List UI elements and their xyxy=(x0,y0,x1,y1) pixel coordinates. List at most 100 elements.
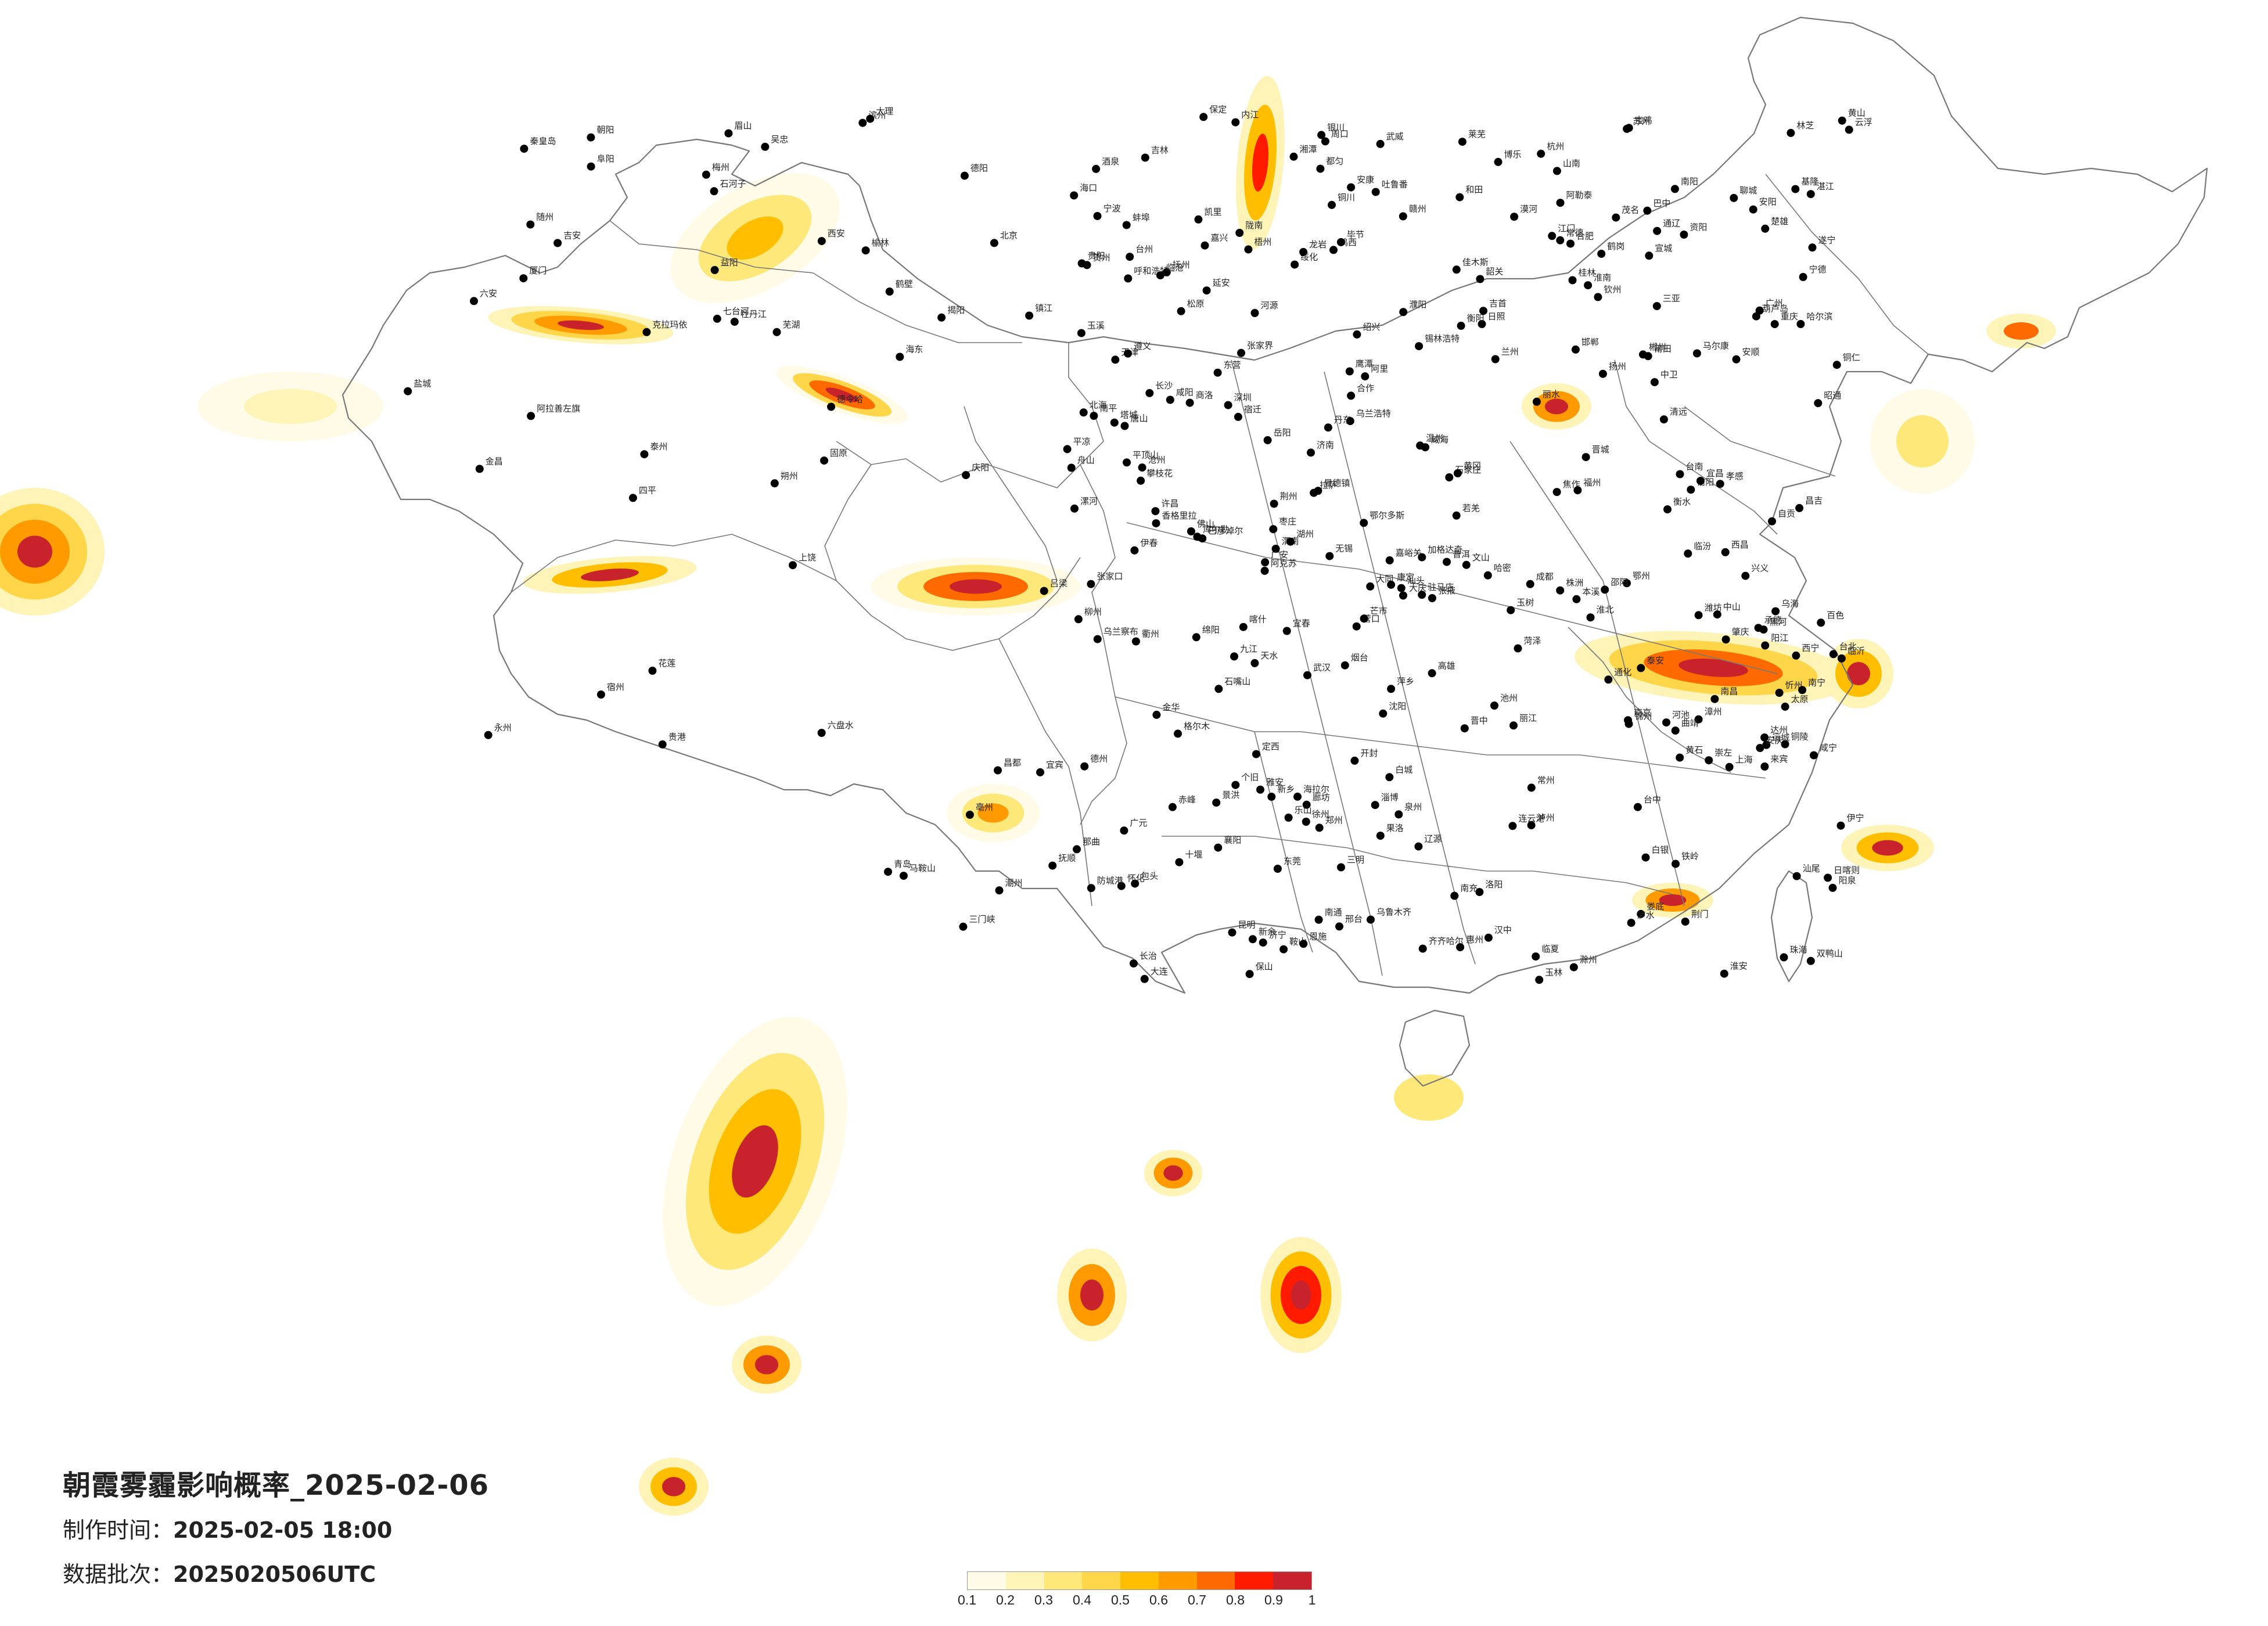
heat-blob xyxy=(1252,134,1268,192)
city-marker: 郑州 xyxy=(1315,815,1343,832)
city-dot xyxy=(527,412,535,420)
city-dot xyxy=(1314,915,1323,924)
city-label: 娄底 xyxy=(1647,901,1664,912)
city-label: 张掖 xyxy=(1438,585,1455,596)
city-dot xyxy=(1138,463,1146,472)
city-marker: 肇庆 xyxy=(1721,627,1749,644)
city-marker: 三亚 xyxy=(1652,293,1680,311)
city-dot xyxy=(1141,153,1149,162)
city-marker: 荆州 xyxy=(1270,491,1297,508)
city-dot xyxy=(1672,859,1680,868)
city-marker: 山南 xyxy=(1552,158,1580,175)
city-dot xyxy=(1537,149,1545,158)
city-dot xyxy=(1491,355,1500,364)
city-label: 玉林 xyxy=(1545,967,1562,977)
city-label: 珠海 xyxy=(1790,945,1807,955)
city-label: 临汾 xyxy=(1694,541,1711,551)
city-dot xyxy=(713,314,721,323)
city-dot xyxy=(1627,919,1636,927)
city-dot xyxy=(1796,320,1805,328)
city-dot xyxy=(1213,368,1222,377)
city-label: 库尔勒 xyxy=(1203,524,1229,534)
city-marker: 株洲 xyxy=(1556,578,1583,595)
city-dot xyxy=(1597,250,1606,258)
city-dot xyxy=(1252,750,1260,758)
city-label: 德州 xyxy=(1090,754,1108,764)
city-marker: 毕节 xyxy=(1336,229,1364,246)
city-marker: 长治 xyxy=(1129,951,1157,968)
city-dot xyxy=(1572,595,1581,603)
city-marker: 淮北 xyxy=(1586,605,1614,622)
city-label: 淄博 xyxy=(1381,792,1399,803)
city-dot xyxy=(1662,718,1670,727)
city-label: 铜仁 xyxy=(1843,352,1860,362)
city-dot xyxy=(710,266,719,274)
city-marker: 湛江 xyxy=(1806,181,1834,199)
city-label: 铜陵 xyxy=(1791,732,1809,742)
city-dot xyxy=(1445,473,1454,481)
city-label: 龙岩 xyxy=(1309,239,1327,250)
city-dot xyxy=(1681,918,1690,926)
city-marker: 黄冈 xyxy=(1453,461,1481,477)
city-marker: 贵阳 xyxy=(1077,251,1105,268)
city-dot xyxy=(1458,138,1467,146)
city-label: 凯里 xyxy=(1204,207,1221,217)
legend-swatch-5 xyxy=(1120,1572,1159,1589)
city-dot xyxy=(1187,527,1195,535)
city-marker: 淮南 xyxy=(1584,272,1611,290)
city-marker: 广元 xyxy=(1120,818,1147,835)
city-marker: 高雄 xyxy=(1428,660,1455,678)
city-dot xyxy=(702,170,710,179)
city-dot xyxy=(1526,580,1534,588)
city-dot xyxy=(1092,164,1101,173)
city-marker: 六盘水 xyxy=(817,720,854,737)
heat-blob xyxy=(581,569,639,581)
city-label: 嘉兴 xyxy=(1211,233,1228,243)
city-dot xyxy=(1643,206,1652,215)
city-label: 清远 xyxy=(1670,406,1687,417)
city-label: 新乡 xyxy=(1277,784,1295,794)
city-dot xyxy=(1716,480,1724,488)
city-label: 大庆 xyxy=(1409,583,1426,593)
city-label: 百色 xyxy=(1827,610,1844,620)
city-dot xyxy=(1162,268,1171,276)
city-marker: 邵阳 xyxy=(1601,577,1628,594)
city-dot xyxy=(1532,397,1541,406)
city-dot xyxy=(1795,503,1804,512)
city-marker: 北海 xyxy=(1079,400,1107,417)
city-dot xyxy=(1303,671,1311,679)
city-label: 晋中 xyxy=(1471,715,1488,726)
city-marker: 淮安 xyxy=(1720,961,1748,978)
city-marker: 北京 xyxy=(990,230,1018,247)
city-dot xyxy=(1151,507,1160,516)
city-marker: 新乡 xyxy=(1267,784,1295,801)
city-marker: 鹰潭 xyxy=(1345,359,1373,376)
city-label: 泰州 xyxy=(650,441,667,452)
city-marker: 中山 xyxy=(1713,602,1741,619)
city-dot xyxy=(1810,751,1818,760)
city-marker: 河池 xyxy=(1662,710,1690,727)
city-dot xyxy=(1224,401,1232,409)
city-dot xyxy=(1177,307,1185,315)
city-dot xyxy=(1040,587,1048,595)
city-label: 酒泉 xyxy=(1102,156,1119,167)
city-label: 台州 xyxy=(1135,244,1153,254)
city-label: 常州 xyxy=(1537,775,1555,785)
city-marker: 漳州 xyxy=(1694,707,1722,724)
legend-color-bar xyxy=(967,1571,1312,1590)
city-label: 苏州 xyxy=(1633,116,1650,127)
city-marker: 荆门 xyxy=(1681,909,1709,926)
city-dot xyxy=(1367,915,1375,924)
city-dot xyxy=(1808,243,1817,252)
city-label: 荆州 xyxy=(1280,491,1297,502)
city-label: 阿里 xyxy=(1371,364,1388,374)
city-marker: 通辽 xyxy=(1653,218,1680,235)
color-legend: 0.1 0.2 0.3 0.4 0.5 0.6 0.7 0.8 0.9 1 xyxy=(958,1571,1315,1609)
city-dot xyxy=(1347,391,1356,400)
city-marker: 来宾 xyxy=(1760,754,1788,771)
city-label: 基隆 xyxy=(1801,177,1818,187)
city-marker: 永州 xyxy=(484,722,512,739)
city-label: 北京 xyxy=(1000,230,1018,240)
city-label: 攀枝花 xyxy=(1146,468,1173,479)
city-dot xyxy=(1623,124,1631,133)
